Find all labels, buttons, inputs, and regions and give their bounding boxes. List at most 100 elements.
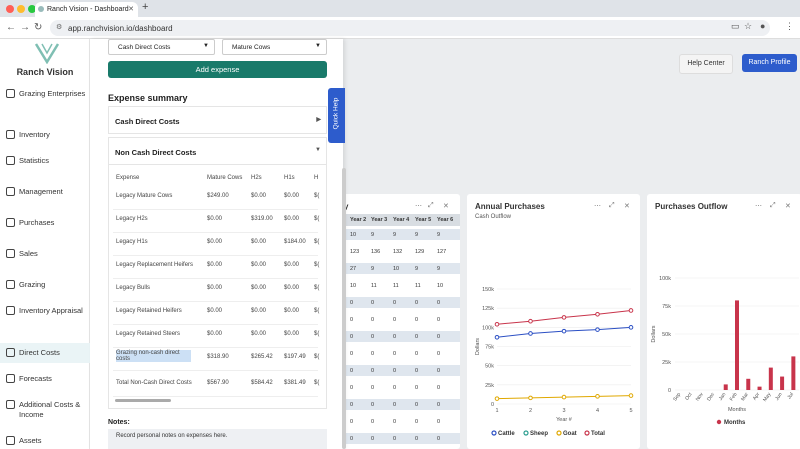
site-info-icon[interactable]: ⚙ <box>56 24 63 31</box>
sidebar-item-11[interactable]: Assets <box>0 436 90 446</box>
quick-help-button[interactable]: Quick Help <box>328 88 345 143</box>
back-icon[interactable]: ← <box>6 22 16 33</box>
sidebar-item-label: Assets <box>19 436 42 445</box>
bar[interactable] <box>791 356 796 390</box>
expand-icon[interactable]: ⤢ <box>428 202 434 209</box>
data-point[interactable] <box>628 325 634 330</box>
data-point[interactable] <box>628 393 634 398</box>
notes-label: Notes: <box>108 419 130 426</box>
sidebar-item-0[interactable]: Grazing Enterprises <box>0 89 90 99</box>
grid-cell: 0 <box>350 351 354 357</box>
non-cash-direct-costs-section[interactable]: Non Cash Direct Costs ▼ <box>108 137 327 165</box>
legend-label[interactable]: Months <box>724 420 746 426</box>
grid-cell: 0 <box>371 317 375 323</box>
table-horizontal-scrollbar[interactable] <box>115 399 171 402</box>
grid-header-row <box>345 214 460 226</box>
legend-label[interactable]: Total <box>591 431 605 437</box>
x-tick-label: 1 <box>495 408 498 414</box>
bookmark-icon[interactable]: ☆ <box>744 21 753 31</box>
data-point[interactable] <box>494 396 500 401</box>
livestock-class-select[interactable]: Mature Cows ▼ <box>222 39 327 55</box>
sidebar-item-9[interactable]: Forecasts <box>0 374 90 384</box>
ranch-profile-button[interactable]: Ranch Profile <box>742 54 797 72</box>
sidebar-item-7[interactable]: Inventory Appraisal <box>0 306 90 316</box>
cost-type-select[interactable]: Cash Direct Costs ▼ <box>108 39 215 55</box>
maximize-window-icon[interactable] <box>28 5 36 13</box>
bar[interactable] <box>780 376 785 390</box>
data-point[interactable] <box>595 327 600 332</box>
url-field[interactable]: ⚙ app.ranchvision.io/dashboard <box>50 20 770 36</box>
x-tick-label: 3 <box>562 408 565 414</box>
y-tick-label: 75k <box>662 304 671 310</box>
sidebar-item-4[interactable]: Purchases <box>0 218 90 228</box>
legend-marker <box>523 430 529 436</box>
sidebar-item-6[interactable]: Grazing <box>0 280 90 290</box>
legend-label[interactable]: Cattle <box>498 431 515 437</box>
sidebar-item-label: Grazing <box>19 280 46 289</box>
data-point[interactable] <box>595 394 600 399</box>
close-icon[interactable]: ✕ <box>785 203 791 210</box>
sidebar-item-5[interactable]: Sales <box>0 249 90 259</box>
data-point[interactable] <box>528 331 533 336</box>
more-icon[interactable]: ⋯ <box>594 203 601 210</box>
close-icon[interactable]: ✕ <box>443 203 449 210</box>
more-icon[interactable]: ⋯ <box>755 203 762 210</box>
data-point[interactable] <box>595 312 600 317</box>
cash-direct-costs-section[interactable]: Cash Direct Costs ▶ <box>108 106 327 134</box>
sidebar-item-3[interactable]: Management <box>0 187 90 197</box>
data-point[interactable] <box>494 321 500 327</box>
bar[interactable] <box>746 378 751 390</box>
help-center-button[interactable]: Help Center <box>679 54 733 74</box>
chevron-down-icon: ▼ <box>315 43 321 49</box>
data-point[interactable] <box>561 315 567 320</box>
sidebar-item-8[interactable]: Direct Costs <box>0 343 90 363</box>
bar[interactable] <box>757 386 762 390</box>
forward-icon[interactable]: → <box>20 22 30 33</box>
annual-purchases-card: Annual Purchases Cash Outflow ⋯ ⤢ ✕ 150k… <box>467 194 640 449</box>
table-cell: Legacy Retained Heifers <box>116 308 182 314</box>
data-point[interactable] <box>494 335 500 340</box>
expand-icon[interactable]: ⤢ <box>770 202 776 209</box>
expand-icon[interactable]: ⤢ <box>609 202 615 209</box>
table-cell: Legacy Replacement Heifers <box>116 262 194 268</box>
profile-icon[interactable]: ● <box>760 21 766 31</box>
assets-icon <box>6 436 15 445</box>
data-point[interactable] <box>528 395 533 401</box>
grid-cell: 127 <box>437 249 447 255</box>
bar[interactable] <box>723 384 728 390</box>
reload-icon[interactable]: ↻ <box>34 22 43 33</box>
close-tab-icon[interactable]: ✕ <box>128 6 134 13</box>
minimize-window-icon[interactable] <box>17 5 25 13</box>
legend-label[interactable]: Sheep <box>530 431 548 437</box>
table-cell: $249.00 <box>207 193 229 199</box>
y-tick-label: 0 <box>491 402 494 408</box>
menu-icon[interactable]: ⋮ <box>785 21 794 31</box>
new-tab-icon[interactable]: + <box>142 1 149 13</box>
panel-scrollbar[interactable] <box>342 168 346 449</box>
bar[interactable] <box>735 300 739 390</box>
data-point[interactable] <box>628 308 634 313</box>
sidebar-item-1[interactable]: Inventory <box>0 130 90 140</box>
cast-icon[interactable]: ▭ <box>731 21 740 31</box>
data-point[interactable] <box>561 328 567 334</box>
data-point[interactable] <box>561 394 567 400</box>
grid-cell: 0 <box>350 368 354 374</box>
x-tick-label: Jul <box>786 392 795 401</box>
data-point[interactable] <box>528 318 533 324</box>
grid-cell: 0 <box>437 385 441 391</box>
close-icon[interactable]: ✕ <box>624 203 630 210</box>
grid-header: Year 3 <box>371 217 388 223</box>
legend-label[interactable]: Goat <box>563 431 577 437</box>
grid-cell: 0 <box>350 385 354 391</box>
sidebar-item-2[interactable]: Statistics <box>0 156 90 166</box>
grid-cell: 11 <box>415 283 421 289</box>
table-cell: $( <box>314 331 320 337</box>
bar[interactable] <box>768 367 773 390</box>
browser-tab[interactable]: Ranch Vision - Dashboard ✕ <box>35 2 138 17</box>
sidebar-item-10[interactable]: Additional Costs & Income <box>0 400 90 420</box>
close-window-icon[interactable] <box>6 5 14 13</box>
more-icon[interactable]: ⋯ <box>415 203 422 210</box>
tab-title: Ranch Vision - Dashboard <box>47 6 129 13</box>
notes-field[interactable]: Record personal notes on expenses here. <box>108 429 327 449</box>
add-expense-button[interactable]: Add expense <box>108 61 327 78</box>
